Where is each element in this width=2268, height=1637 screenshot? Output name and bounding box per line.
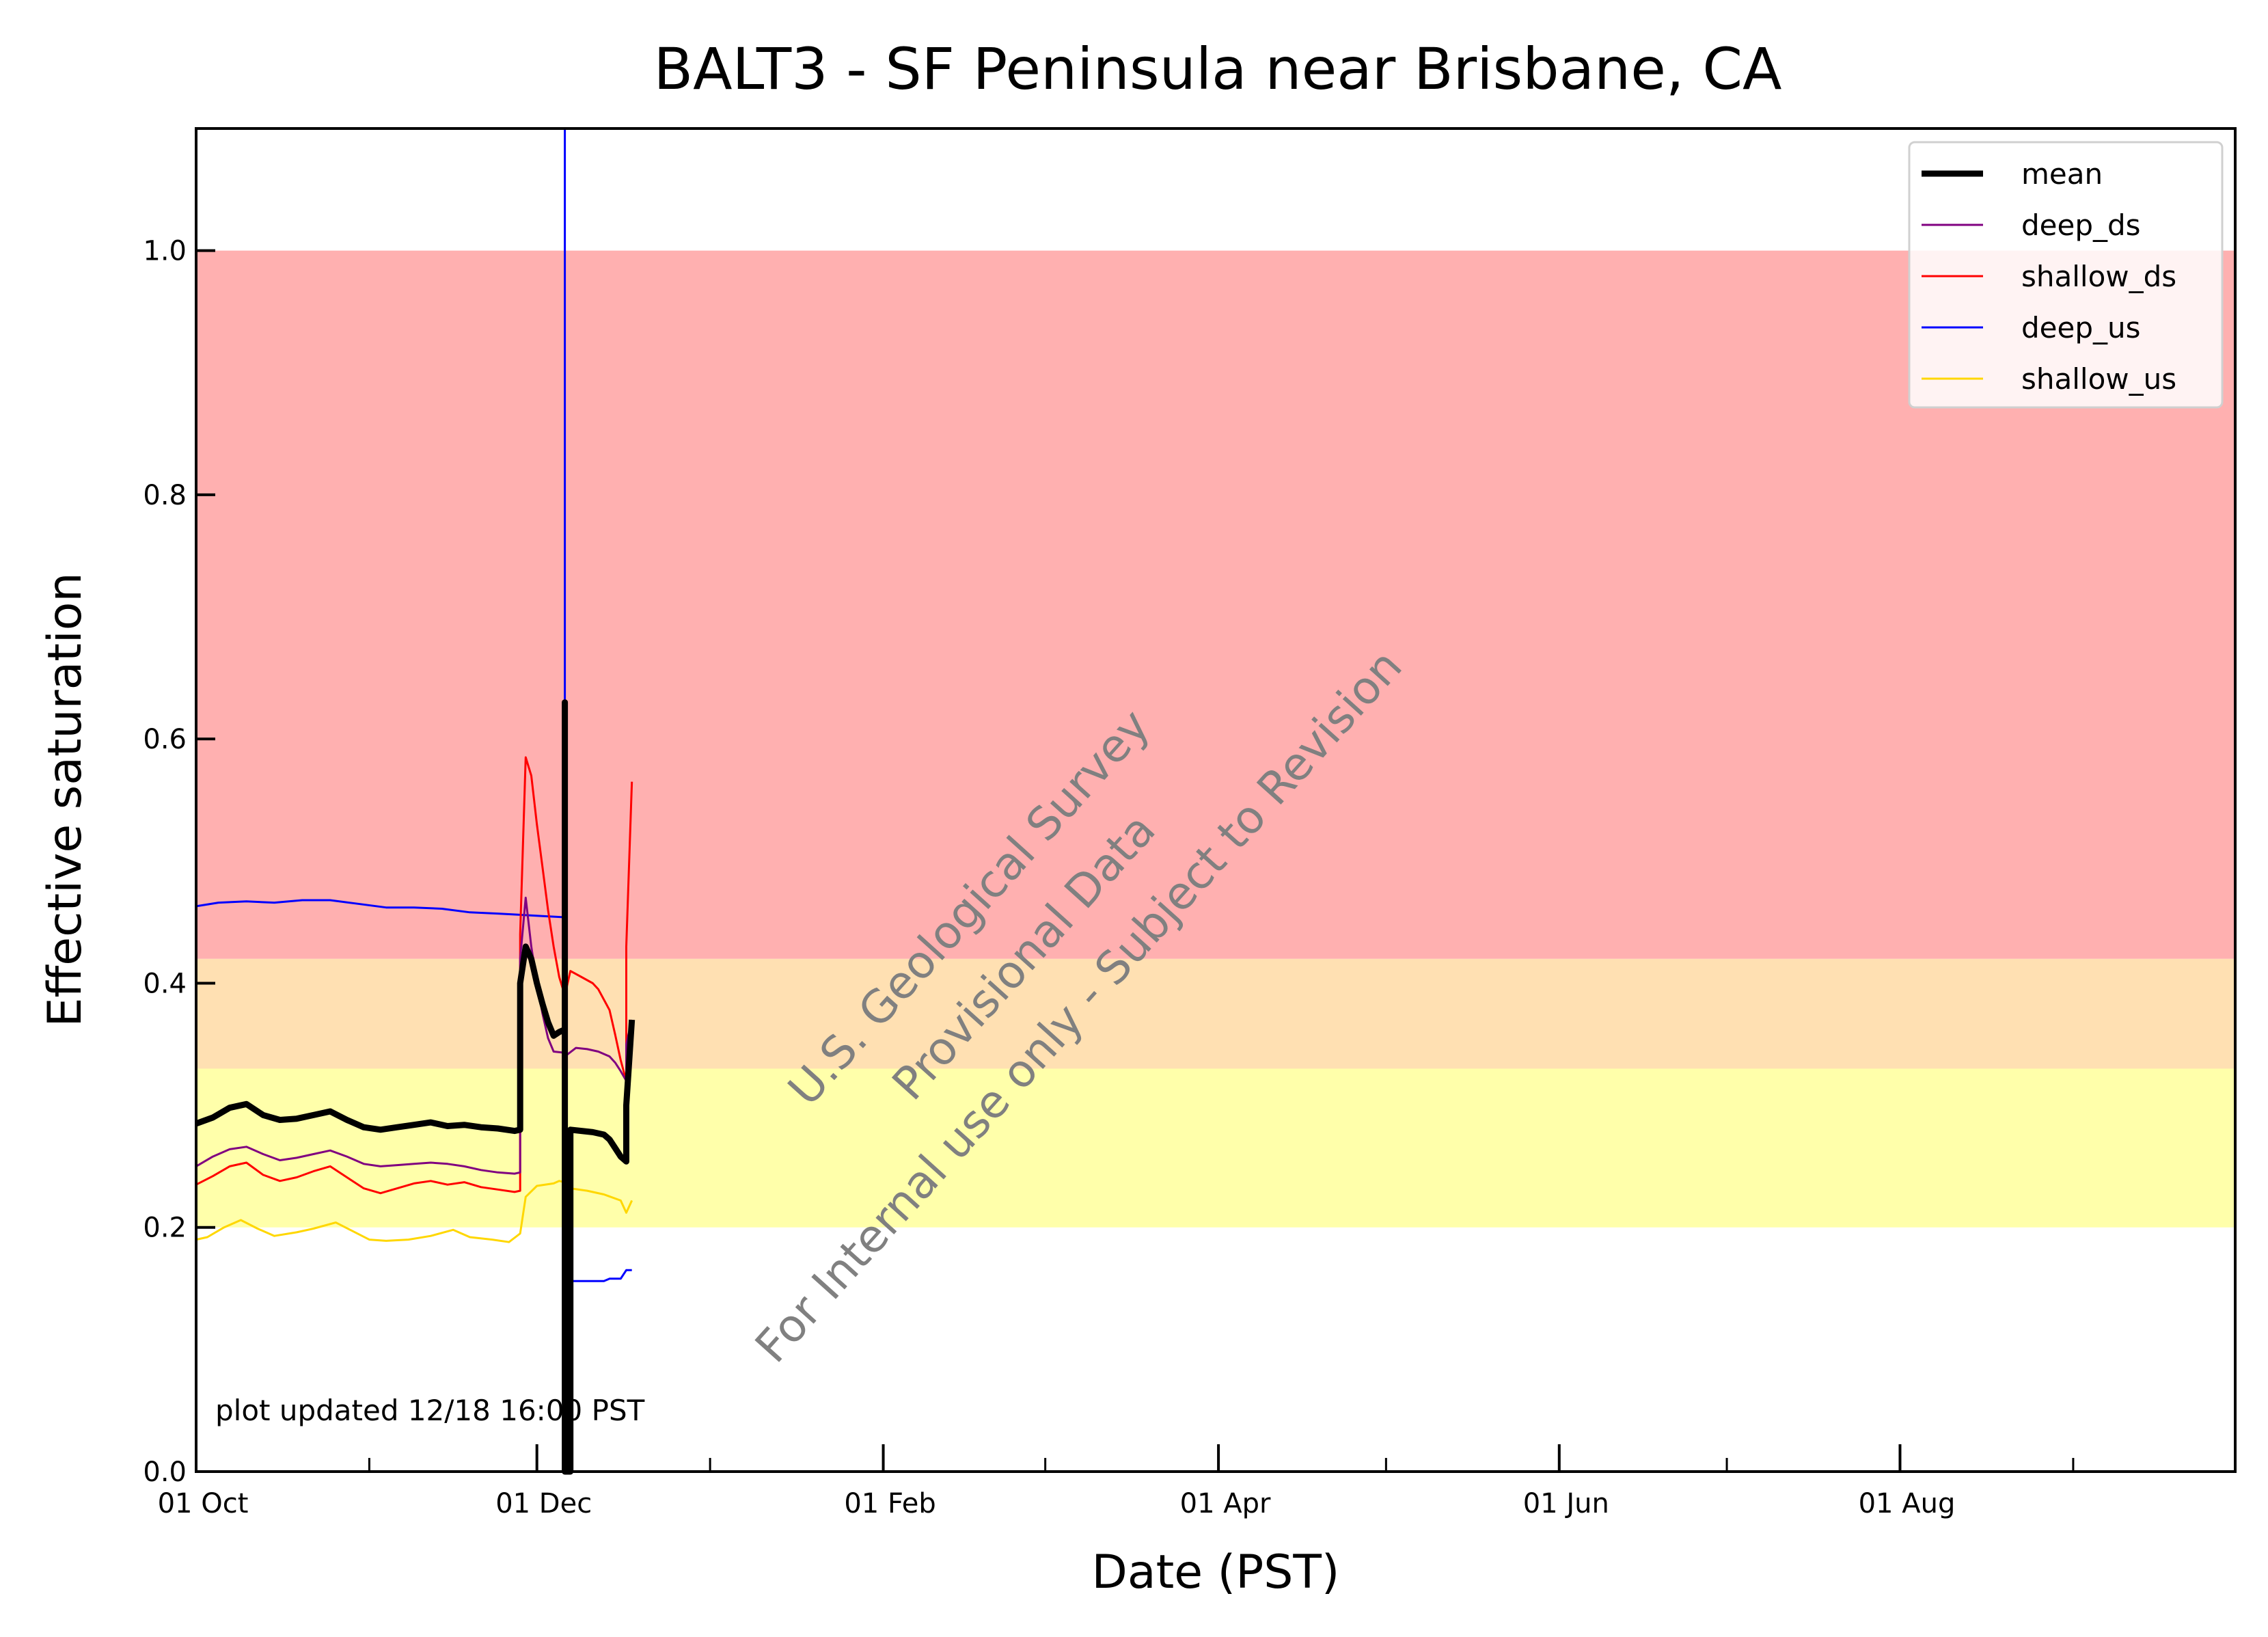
plot-area (195, 127, 636, 1475)
axes: 0.0 0.2 0.4 0.6 0.8 1.0 01 Oct 01 Dec 01 Feb 01 A… (143, 236, 2075, 1519)
saturation-bands (196, 250, 2235, 1228)
y-tick-label: 1.0 (143, 236, 187, 267)
chart-title: BALT3 - SF Peninsula near Brisbane, CA (654, 36, 1782, 103)
legend-label-shallow-us: shallow_us (2021, 362, 2176, 396)
series-layer (195, 127, 636, 1475)
band-1 (196, 958, 2235, 1069)
x-tick-label: 01 Oct (158, 1488, 249, 1519)
legend: mean deep_ds shallow_ds deep_us shallow_us (1908, 141, 2224, 409)
legend-label-deep-ds: deep_ds (2021, 208, 2141, 242)
x-tick-label: 01 Jun (1523, 1488, 1609, 1519)
series-line-deep-ds (195, 738, 633, 1175)
y-tick-label: 0.0 (143, 1457, 187, 1488)
legend-label-deep-us: deep_us (2021, 311, 2141, 344)
y-axis-label: Effective saturation (38, 572, 92, 1027)
legend-label-shallow-ds: shallow_ds (2021, 260, 2176, 293)
y-tick-label: 0.6 (143, 724, 187, 755)
y-tick-label: 0.8 (143, 480, 187, 511)
band-2 (196, 250, 2235, 959)
x-tick-label: 01 Dec (495, 1488, 592, 1519)
y-tick-label: 0.2 (143, 1213, 187, 1244)
x-tick-label: 01 Apr (1180, 1488, 1271, 1519)
x-axis-label: Date (PST) (1092, 1545, 1340, 1599)
y-tick-label: 0.4 (143, 968, 187, 999)
band-0 (196, 1068, 2235, 1228)
x-tick-label: 01 Aug (1859, 1488, 1956, 1519)
legend-box (1908, 141, 2224, 409)
legend-label-mean: mean (2021, 157, 2103, 191)
plot-frame (195, 127, 2237, 1473)
plot-updated-note: plot updated 12/18 16:00 PST (215, 1394, 645, 1427)
x-tick-label: 01 Feb (844, 1488, 935, 1519)
series-line-mean (195, 699, 636, 1475)
series-line-deep-us (195, 127, 632, 1282)
